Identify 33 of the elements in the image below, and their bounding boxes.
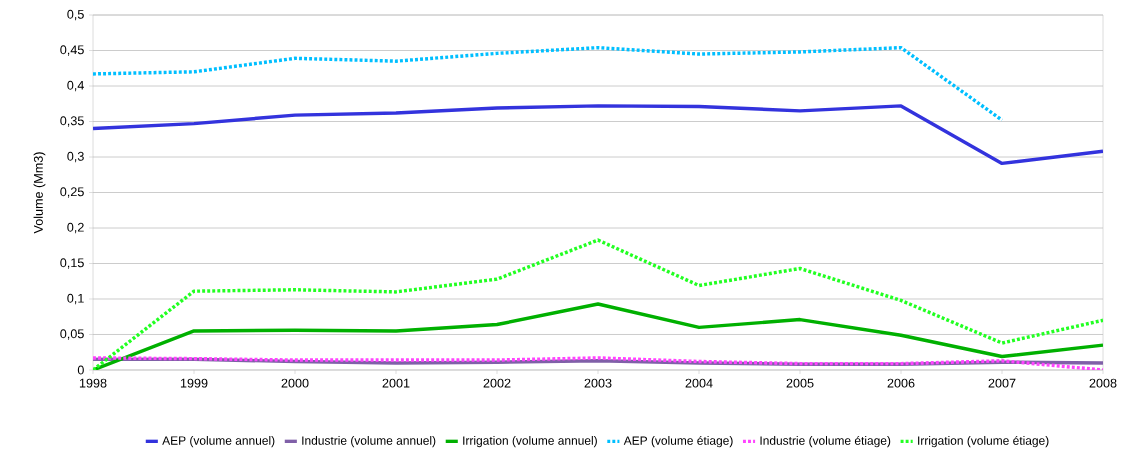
y-tick-label: 0,3 (67, 151, 84, 163)
legend-label: Irrigation (volume étiage) (918, 435, 1049, 448)
x-tick-label: 2002 (483, 378, 511, 388)
x-tick-label: 1998 (79, 378, 107, 388)
y-tick-label: 0,1 (67, 293, 84, 305)
x-tick-label: 2005 (786, 378, 814, 388)
y-tick-label: 0,05 (60, 329, 84, 340)
x-tick-label: 2001 (382, 378, 410, 388)
legend-label: Industrie (volume étiage) (760, 435, 891, 448)
y-tick-label: 0 (77, 365, 84, 375)
line-series (93, 104, 1104, 166)
y-tick-label: 0,4 (67, 80, 84, 92)
x-tick-label: 2006 (887, 378, 915, 388)
y-tick-label: 0,45 (60, 45, 84, 56)
legend-label: Industrie (volume annuel) (302, 435, 436, 448)
y-tick-label: 0,15 (60, 258, 84, 269)
line-series (93, 45, 1004, 122)
y-tick-label: 0,25 (60, 187, 84, 198)
y-tick-label: 0,2 (67, 222, 84, 234)
y-tick-label: 0,5 (67, 9, 84, 21)
y-axis-title: Volume (Mm3) (33, 152, 46, 234)
x-tick-label: 2004 (685, 378, 713, 388)
legend-label: AEP (volume étiage) (623, 435, 733, 448)
line-series (93, 238, 1104, 370)
x-tick-label: 2008 (1089, 378, 1117, 388)
line-series (93, 302, 1104, 370)
x-tick-label: 2000 (281, 378, 309, 388)
x-tick-label: 2003 (584, 378, 612, 388)
y-tick-label: 0,35 (60, 116, 84, 127)
legend-label: Irrigation (volume annuel) (463, 435, 597, 448)
legend-label: AEP (volume annuel) (162, 435, 275, 448)
x-tick-label: 1999 (180, 378, 208, 388)
x-tick-label: 2007 (988, 378, 1016, 388)
